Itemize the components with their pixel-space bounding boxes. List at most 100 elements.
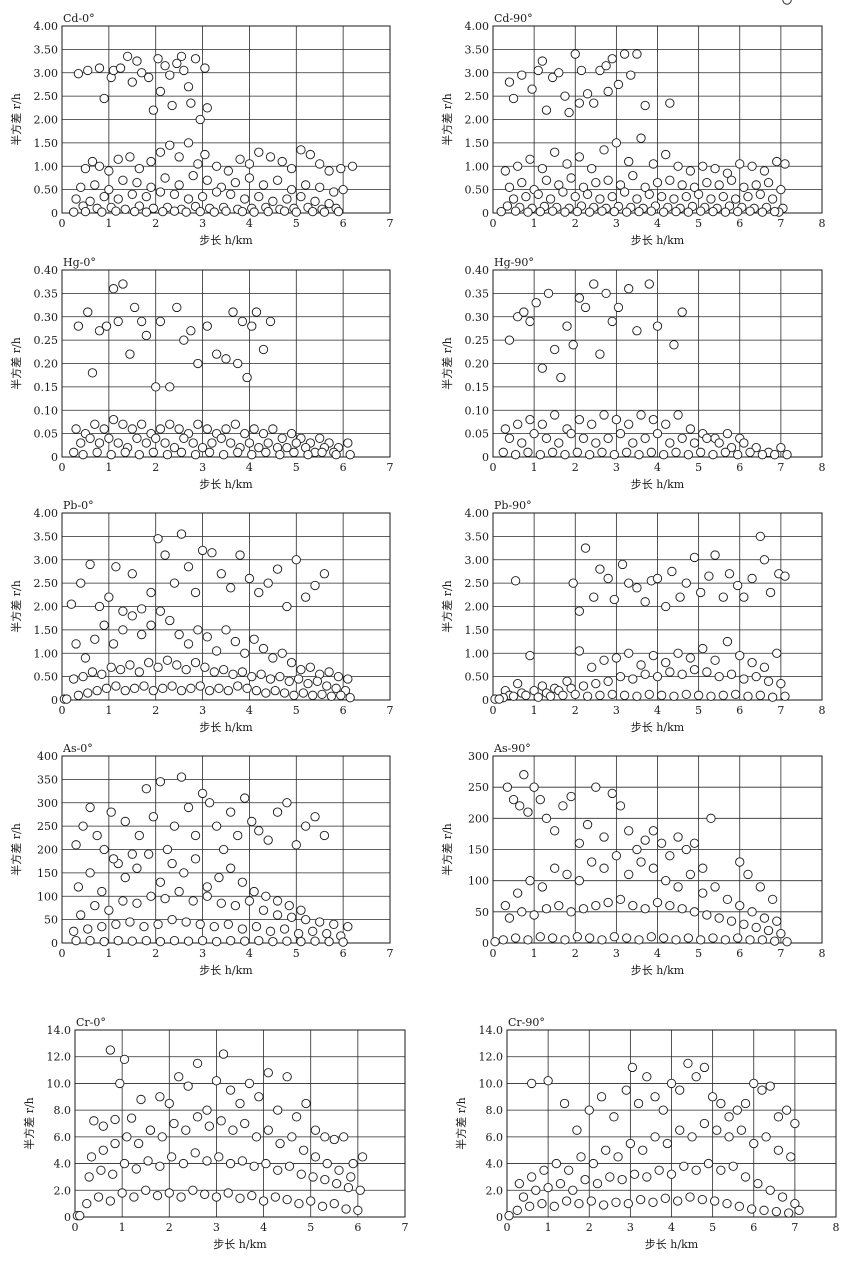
data-point [537, 681, 547, 691]
data-point [685, 653, 696, 663]
data-point [71, 424, 81, 434]
data-point [735, 900, 745, 911]
data-point [574, 414, 585, 425]
data-point [525, 316, 535, 327]
data-point [603, 175, 613, 185]
points-hg-90 [498, 279, 792, 460]
data-point [724, 1132, 734, 1142]
data-point [753, 1178, 763, 1189]
data-point [611, 414, 622, 425]
data-point [301, 180, 311, 190]
points-cd-90 [496, 0, 792, 217]
data-point [662, 1138, 673, 1149]
data-point [104, 166, 114, 176]
data-point [726, 175, 737, 185]
x-tick-label: 2 [586, 1221, 593, 1234]
y-tick-label: 3.50 [465, 530, 490, 543]
data-point [179, 335, 189, 345]
x-tick-label: 3 [613, 461, 620, 474]
data-point [97, 207, 107, 217]
x-tick-label: 5 [293, 704, 300, 717]
y-tick-label: 250 [37, 820, 58, 833]
data-point [517, 177, 527, 188]
data-point [749, 1078, 759, 1089]
data-point [195, 681, 205, 691]
data-point [174, 1072, 184, 1082]
x-tick-label: 2 [572, 704, 579, 717]
y-tick-label: 0 [51, 937, 58, 950]
data-point [675, 592, 685, 602]
y-tick-label: 0.40 [34, 264, 59, 277]
data-point [603, 86, 613, 97]
data-point [291, 840, 301, 850]
y-tick-label: 4.00 [34, 507, 59, 520]
x-tick-label: 5 [307, 1221, 314, 1234]
data-point [743, 869, 753, 880]
data-point [747, 1204, 757, 1214]
data-point [529, 910, 539, 920]
x-tick-label: 6 [736, 461, 743, 474]
data-point [133, 1138, 144, 1149]
x-tick-label: 6 [736, 704, 743, 717]
x-tick-label: 1 [105, 461, 112, 474]
data-point [722, 636, 733, 647]
data-point [745, 447, 755, 457]
y-tick-label: 1.00 [34, 647, 59, 660]
data-point [94, 601, 105, 612]
data-point [249, 207, 259, 217]
data-point [240, 194, 250, 204]
y-tick-label: 6.0 [54, 1131, 72, 1144]
panel-cd-90: 0 1 2 3 4 5 6 7 8 0 0.50 1.00 1.50 2.00 2.50 3.00 3.50 4.… [440, 0, 826, 247]
data-point [165, 615, 175, 626]
data-point [83, 924, 93, 934]
data-point [190, 854, 201, 864]
data-point [258, 1196, 269, 1206]
data-point [320, 1132, 330, 1142]
data-point [92, 686, 102, 696]
data-point [599, 655, 609, 665]
data-point [628, 170, 638, 181]
data-point [188, 438, 198, 448]
data-point [732, 1105, 742, 1115]
data-point [624, 284, 634, 294]
data-point [564, 1165, 574, 1175]
data-point [176, 686, 187, 696]
x-tick-label: 4 [246, 704, 253, 717]
data-point [204, 686, 215, 696]
data-point [275, 671, 285, 682]
data-point [535, 450, 545, 460]
y-tick-label: 8.0 [486, 1104, 504, 1117]
data-point [289, 690, 299, 700]
data-point [698, 888, 708, 898]
x-tick-label: 0 [504, 1221, 511, 1234]
data-point [541, 904, 552, 914]
data-point [258, 344, 269, 355]
data-point [611, 851, 622, 861]
data-point [654, 1165, 664, 1175]
data-point [152, 1190, 163, 1201]
data-point [589, 592, 599, 602]
data-point [216, 433, 226, 443]
data-point [671, 447, 681, 457]
y-tick-label: 300 [37, 797, 58, 810]
data-point [619, 49, 630, 59]
data-point [541, 813, 552, 823]
y-tick-label: 150 [37, 867, 58, 880]
data-point [710, 655, 720, 665]
data-point [125, 152, 135, 162]
data-point [504, 913, 515, 923]
data-point [739, 592, 749, 602]
data-point [258, 643, 269, 654]
data-point [582, 691, 593, 701]
y-axis-title: 半方差 r/h [22, 1097, 36, 1150]
data-point [710, 1196, 720, 1206]
y-tick-label: 4.00 [465, 20, 490, 33]
data-point [160, 173, 170, 183]
data-point [85, 868, 95, 878]
data-point [284, 900, 294, 911]
data-point [747, 657, 757, 668]
data-point [790, 1198, 800, 1209]
points-cd-0 [69, 51, 358, 217]
x-tick-label: 1 [119, 1221, 126, 1234]
data-point [659, 933, 669, 943]
